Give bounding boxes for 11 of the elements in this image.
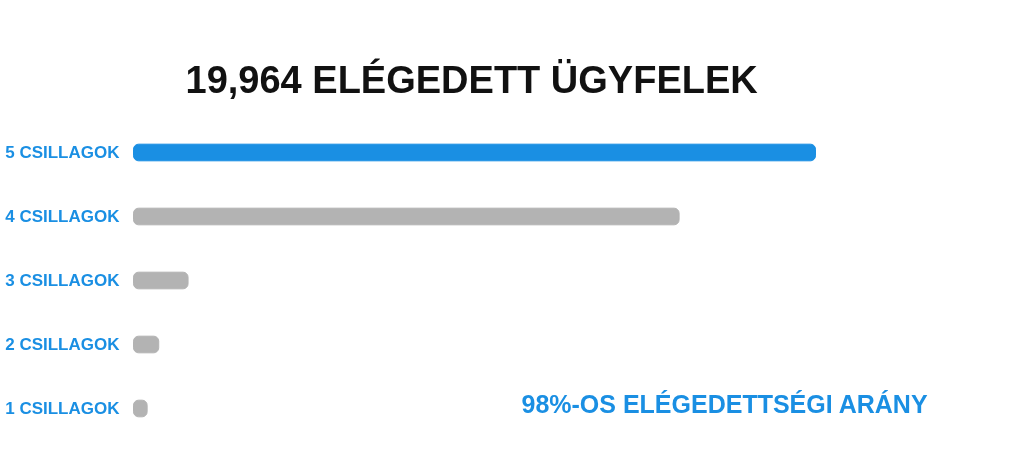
bar: [133, 143, 816, 162]
chart-title: 19,964 ELÉGEDETT ÜGYFELEK: [185, 57, 759, 101]
y-tick-label: 2 CSILLAGOK: [5, 335, 121, 354]
y-tick-label: 3 CSILLAGOK: [5, 271, 121, 290]
y-tick-label: 5 CSILLAGOK: [5, 143, 121, 162]
y-tick-label: 4 CSILLAGOK: [5, 207, 121, 226]
annotation: 98%-OS ELÉGEDETTSÉGI ARÁNY: [521, 389, 928, 418]
y-tick-label: 1 CSILLAGOK: [5, 399, 121, 418]
bar: [133, 271, 189, 290]
bar: [133, 335, 160, 354]
bar: [133, 207, 680, 226]
